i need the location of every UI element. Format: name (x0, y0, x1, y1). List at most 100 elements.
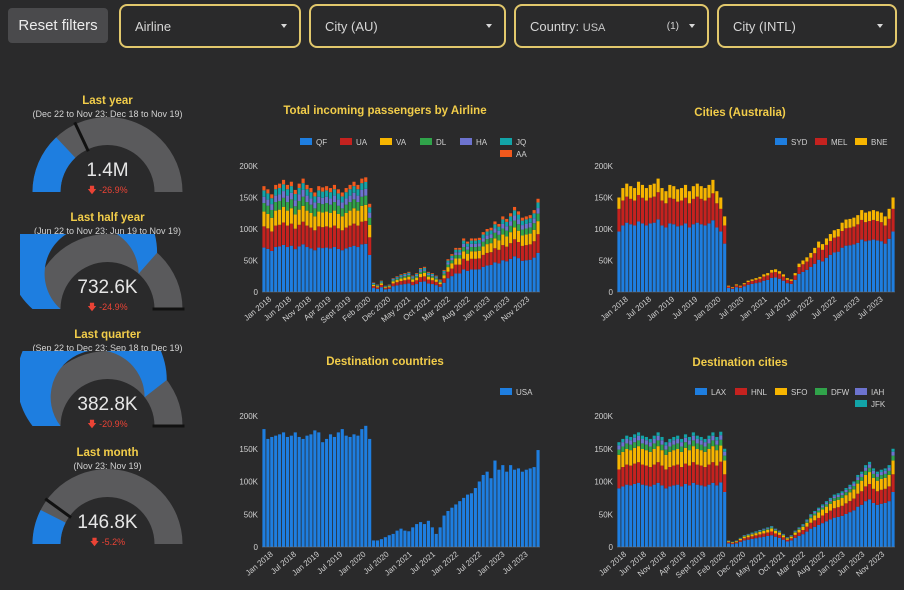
bar-segment[interactable] (462, 243, 466, 248)
bar-segment[interactable] (644, 444, 648, 451)
bar-segment[interactable] (664, 449, 668, 455)
bar-segment[interactable] (695, 484, 699, 547)
bar-segment[interactable] (762, 536, 766, 547)
bar-segment[interactable] (524, 228, 528, 235)
bar-segment[interactable] (348, 247, 352, 292)
bar-segment[interactable] (781, 535, 785, 538)
bar-segment[interactable] (672, 198, 676, 225)
bar-segment[interactable] (617, 208, 621, 232)
bar-segment[interactable] (758, 531, 762, 533)
bar[interactable] (454, 247, 458, 292)
bar-segment[interactable] (723, 451, 727, 456)
bar-segment[interactable] (836, 229, 840, 237)
bar-segment[interactable] (777, 534, 782, 538)
bar-segment[interactable] (387, 286, 391, 288)
bar-segment[interactable] (640, 223, 645, 292)
bar-segment[interactable] (352, 434, 356, 547)
bar[interactable] (262, 429, 266, 547)
bar-segment[interactable] (860, 476, 864, 481)
bar-segment[interactable] (766, 527, 770, 528)
bar-segment[interactable] (683, 483, 688, 547)
bar-segment[interactable] (629, 198, 633, 225)
bar-segment[interactable] (785, 538, 789, 540)
bar-segment[interactable] (680, 446, 684, 452)
bar-segment[interactable] (415, 277, 419, 281)
bar-segment[interactable] (278, 246, 282, 292)
bar-segment[interactable] (715, 203, 719, 228)
bar-segment[interactable] (325, 196, 329, 204)
bar-segment[interactable] (781, 537, 785, 540)
bar-segment[interactable] (687, 203, 691, 228)
bar[interactable] (352, 181, 356, 292)
bar-segment[interactable] (403, 280, 407, 285)
bar[interactable] (625, 183, 629, 292)
bar[interactable] (297, 183, 301, 292)
bar-segment[interactable] (852, 489, 856, 499)
bar-segment[interactable] (344, 248, 348, 292)
bar-segment[interactable] (469, 243, 474, 248)
bar[interactable] (399, 528, 403, 547)
bar-segment[interactable] (703, 188, 707, 201)
bar-segment[interactable] (660, 436, 664, 441)
bar-segment[interactable] (278, 224, 282, 247)
bar-segment[interactable] (640, 197, 645, 224)
bar[interactable] (832, 494, 836, 547)
bar-segment[interactable] (648, 438, 652, 443)
bar-segment[interactable] (821, 261, 825, 292)
bar[interactable] (758, 529, 762, 547)
bar-segment[interactable] (676, 435, 680, 439)
bar[interactable] (493, 460, 497, 547)
bar-segment[interactable] (309, 198, 313, 205)
bar[interactable] (719, 197, 723, 293)
bar-segment[interactable] (375, 286, 380, 288)
bar-segment[interactable] (864, 222, 868, 242)
bar-segment[interactable] (497, 223, 501, 227)
bar[interactable] (469, 493, 474, 547)
bar-segment[interactable] (730, 543, 735, 545)
bar-segment[interactable] (278, 194, 282, 201)
bar-segment[interactable] (285, 202, 290, 211)
bar-segment[interactable] (352, 192, 356, 200)
bar[interactable] (403, 530, 407, 548)
bar[interactable] (391, 533, 395, 547)
bar[interactable] (524, 216, 528, 292)
bar-segment[interactable] (403, 273, 407, 274)
bar-segment[interactable] (387, 285, 391, 287)
bar-segment[interactable] (289, 186, 293, 193)
bar-segment[interactable] (415, 273, 419, 275)
bar-segment[interactable] (419, 522, 423, 547)
bar-segment[interactable] (703, 451, 707, 468)
bar-segment[interactable] (321, 187, 325, 192)
bar-segment[interactable] (509, 225, 513, 233)
bar-segment[interactable] (625, 449, 629, 465)
bar-segment[interactable] (473, 243, 477, 248)
bar-segment[interactable] (856, 483, 860, 494)
bar-segment[interactable] (852, 483, 856, 487)
bar[interactable] (824, 238, 829, 292)
bar-segment[interactable] (766, 528, 770, 530)
bar-segment[interactable] (691, 198, 695, 225)
bar-segment[interactable] (809, 252, 813, 258)
bar[interactable] (668, 184, 672, 292)
bar-segment[interactable] (774, 530, 778, 534)
bar-segment[interactable] (723, 474, 727, 492)
bar-segment[interactable] (391, 278, 395, 279)
bar[interactable] (750, 532, 754, 547)
bar-segment[interactable] (458, 249, 462, 253)
bar-segment[interactable] (633, 447, 637, 464)
bar-segment[interactable] (640, 184, 645, 198)
bar-segment[interactable] (485, 265, 489, 292)
bar-segment[interactable] (364, 195, 368, 205)
bar-segment[interactable] (281, 206, 286, 223)
bar-segment[interactable] (652, 464, 656, 485)
bar-segment[interactable] (887, 470, 891, 475)
bar-segment[interactable] (617, 488, 621, 547)
bar-segment[interactable] (660, 465, 664, 486)
bar-segment[interactable] (840, 493, 844, 496)
bar[interactable] (758, 276, 762, 292)
bar-segment[interactable] (285, 436, 290, 547)
bar[interactable] (636, 432, 641, 547)
bar-segment[interactable] (411, 277, 415, 279)
bar[interactable] (278, 183, 282, 292)
bar[interactable] (450, 254, 454, 292)
